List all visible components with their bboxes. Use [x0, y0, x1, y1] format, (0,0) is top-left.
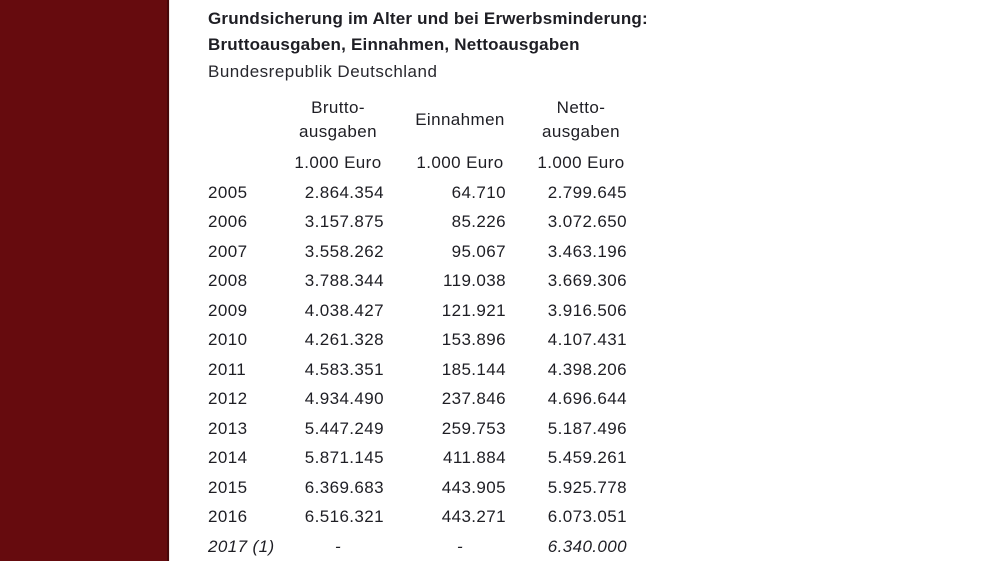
table-units-row: 1.000 Euro 1.000 Euro 1.000 Euro: [208, 148, 627, 178]
table-row: 2011 4.583.351 185.144 4.398.206: [208, 355, 627, 385]
year-cell: 2011: [208, 359, 247, 379]
value-cell: 411.884: [443, 448, 506, 468]
value-cell: 3.558.262: [304, 241, 384, 261]
table-header-row: Brutto- ausgaben Einnahmen Netto- ausgab…: [208, 92, 627, 148]
year-cell: 2007: [208, 241, 248, 261]
column-header-einnahmen: Einnahmen: [415, 110, 505, 129]
value-cell: 259.753: [441, 418, 506, 438]
year-column-header: [208, 92, 280, 148]
unit-label-einnahmen: 1.000 Euro: [416, 153, 504, 172]
column-header-nettoausgaben: Netto- ausgaben: [542, 98, 620, 141]
table-row: 2010 4.261.328 153.896 4.107.431: [208, 326, 627, 356]
year-cell: 2010: [208, 330, 248, 350]
table-row: 2005 2.864.354 64.710 2.799.645: [208, 178, 627, 208]
value-cell: -: [456, 536, 464, 556]
year-cell: 2017 (1): [208, 536, 275, 556]
value-cell: 4.107.431: [547, 330, 627, 350]
value-cell: 85.226: [451, 212, 506, 232]
value-cell: 6.516.321: [304, 507, 384, 527]
table-row: 2012 4.934.490 237.846 4.696.644: [208, 385, 627, 415]
table-row: 2014 5.871.145 411.884 5.459.261: [208, 444, 627, 474]
table-row: 2015 6.369.683 443.905 5.925.778: [208, 473, 627, 503]
value-cell: 443.271: [441, 507, 506, 527]
value-cell: 4.398.206: [547, 359, 627, 379]
value-cell: 6.073.051: [547, 507, 627, 527]
value-cell: 153.896: [441, 330, 506, 350]
value-cell: 3.788.344: [304, 271, 384, 291]
value-cell: 121.921: [441, 300, 506, 320]
column-header-bruttoausgaben: Brutto- ausgaben: [299, 98, 377, 141]
value-cell: 3.157.875: [304, 212, 384, 232]
year-cell: 2009: [208, 300, 248, 320]
unit-cell-empty: [208, 148, 280, 178]
value-cell: 5.187.496: [547, 418, 627, 438]
year-cell: 2005: [208, 182, 248, 202]
table-body: 2005 2.864.354 64.710 2.799.645 2006 3.157.87…: [208, 178, 627, 561]
value-cell: 6.369.683: [304, 477, 384, 497]
value-cell: 185.144: [441, 359, 506, 379]
value-cell: -: [334, 536, 342, 556]
left-red-sidebar: [0, 0, 170, 561]
value-cell: 64.710: [451, 182, 506, 202]
value-cell: 4.934.490: [304, 389, 384, 409]
year-cell: 2015: [208, 477, 248, 497]
page-subtitle: Bundesrepublik Deutschland: [208, 62, 438, 81]
year-cell: 2006: [208, 212, 248, 232]
title-block: Grundsicherung im Alter und bei Erwerbsm…: [170, 0, 1000, 85]
value-cell: 4.583.351: [304, 359, 384, 379]
page-title-line-1: Grundsicherung im Alter und bei Erwerbsm…: [208, 9, 648, 28]
unit-label-brutto: 1.000 Euro: [294, 153, 382, 172]
value-cell: 119.038: [443, 271, 506, 291]
value-cell: 2.864.354: [304, 182, 384, 202]
value-cell: 3.669.306: [547, 271, 627, 291]
table-row: 2006 3.157.875 85.226 3.072.650: [208, 208, 627, 238]
table-row: 2013 5.447.249 259.753 5.187.496: [208, 414, 627, 444]
table-row: 2016 6.516.321 443.271 6.073.051: [208, 503, 627, 533]
statistics-table: Brutto- ausgaben Einnahmen Netto- ausgab…: [208, 92, 627, 561]
year-cell: 2008: [208, 271, 248, 291]
year-cell: 2013: [208, 418, 248, 438]
value-cell: 3.072.650: [547, 212, 627, 232]
value-cell: 5.447.249: [304, 418, 384, 438]
page-title-line-2: Bruttoausgaben, Einnahmen, Nettoausgaben: [208, 35, 580, 54]
value-cell: 4.038.427: [304, 300, 384, 320]
year-cell: 2014: [208, 448, 248, 468]
value-cell: 5.871.145: [304, 448, 384, 468]
value-cell: 4.696.644: [547, 389, 627, 409]
value-cell: 5.459.261: [547, 448, 627, 468]
value-cell: 4.261.328: [304, 330, 384, 350]
value-cell: 3.916.506: [547, 300, 627, 320]
content-area: Grundsicherung im Alter und bei Erwerbsm…: [170, 0, 1000, 561]
value-cell: 3.463.196: [547, 241, 627, 261]
value-cell: 443.905: [441, 477, 506, 497]
value-cell: 2.799.645: [547, 182, 627, 202]
table-row: 2009 4.038.427 121.921 3.916.506: [208, 296, 627, 326]
value-cell: 5.925.778: [547, 477, 627, 497]
table-row: 2007 3.558.262 95.067 3.463.196: [208, 237, 627, 267]
year-cell: 2016: [208, 507, 248, 527]
year-cell: 2012: [208, 389, 248, 409]
value-cell: 95.067: [451, 241, 506, 261]
table-row: 2008 3.788.344 119.038 3.669.306: [208, 267, 627, 297]
value-cell: 6.340.000: [547, 536, 627, 556]
table-row: 2017 (1) - - 6.340.000: [208, 532, 627, 561]
unit-label-netto: 1.000 Euro: [537, 153, 625, 172]
value-cell: 237.846: [441, 389, 506, 409]
